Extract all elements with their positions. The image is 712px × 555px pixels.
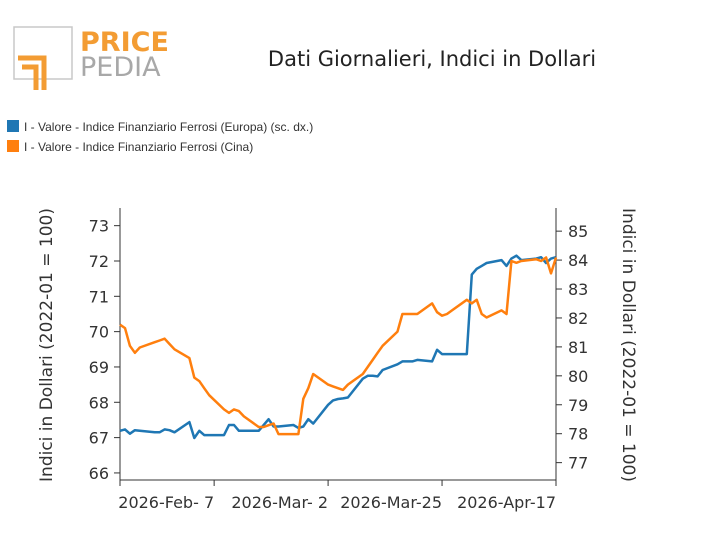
y-left-tick-label: 66 [89,464,109,483]
x-tick-label: 2026-Mar-25 [340,493,442,512]
y-right-tick-label: 77 [568,454,588,473]
x-tick-label: 2026-Apr-17 [457,493,556,512]
logo-line-pedia: PEDIA [80,52,161,83]
y-right-tick-label: 85 [568,222,588,241]
x-ticks: 2026-Feb- 7 2026-Mar- 2 2026-Mar-25 2026-Ap… [118,480,557,512]
logo-line-price: PRICE [80,27,169,58]
y-left-tick-label: 71 [89,287,109,306]
y-left-tick-label: 69 [89,358,109,377]
right-ticks: 77 78 79 80 81 82 83 84 85 [556,222,588,473]
logo-mark-inner [22,64,39,90]
y-axis-right-label: Indici in Dollari (2022-01 = 100) [618,208,638,482]
y-left-tick-label: 73 [89,217,109,236]
y-left-tick-label: 68 [89,393,109,412]
legend-label-europa: I - Valore - Indice Finanziario Ferrosi … [24,120,313,134]
x-tick-label: 2026-Feb- 7 [118,493,214,512]
y-axis-left-label: Indici in Dollari (2022-01 = 100) [37,208,57,482]
y-right-tick-label: 79 [568,396,588,415]
left-ticks: 66 67 68 69 70 71 72 73 [89,217,120,483]
series-line-cina [119,256,558,436]
series-line-europa [119,254,557,440]
y-right-tick-label: 84 [568,251,588,270]
y-left-tick-label: 67 [89,429,109,448]
legend-swatch-cina [7,140,19,152]
series-layer [119,254,558,440]
y-left-tick-label: 72 [89,252,109,271]
y-left-tick-label: 70 [89,323,109,342]
y-right-tick-label: 81 [568,338,588,357]
legend-label-cina: I - Valore - Indice Finanziario Ferrosi … [24,140,253,154]
chart-title: Dati Giornalieri, Indici in Dollari [268,47,596,71]
y-right-tick-label: 83 [568,280,588,299]
legend-swatch-europa [7,120,19,132]
x-tick-label: 2026-Mar- 2 [231,493,328,512]
legend: I - Valore - Indice Finanziario Ferrosi … [7,120,313,154]
logo-mark-outer [18,55,47,90]
pricepedia-logo: PRICE PEDIA [13,26,169,90]
y-right-tick-label: 82 [568,309,588,328]
y-right-tick-label: 78 [568,425,588,444]
y-right-tick-label: 80 [568,367,588,386]
